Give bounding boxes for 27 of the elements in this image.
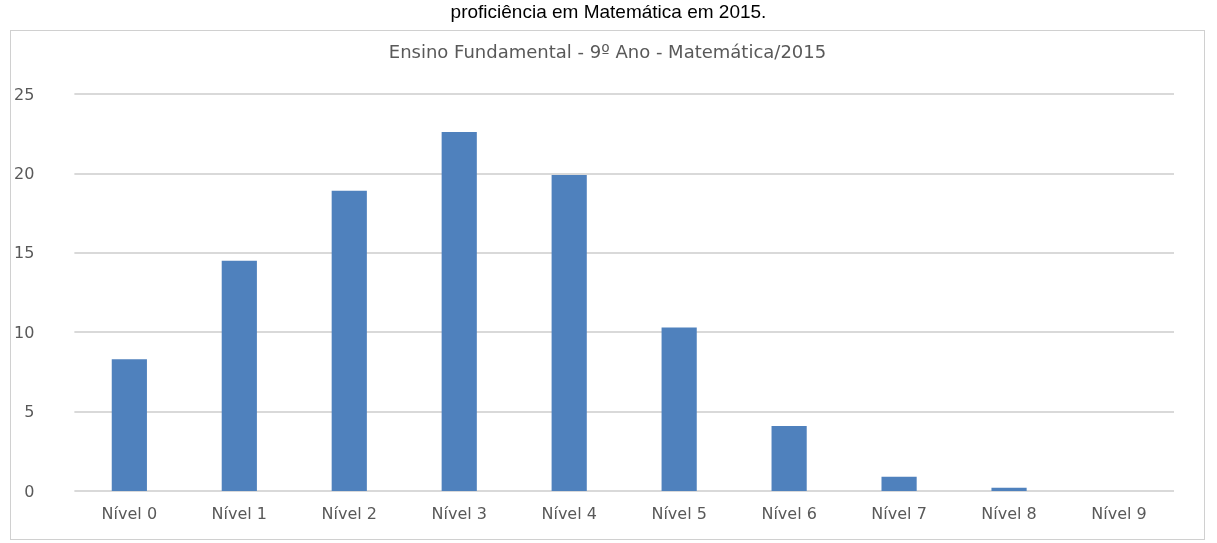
y-tick-label: 5: [24, 402, 35, 422]
text: proficiência em Matemática em 2015.: [449, 0, 768, 24]
y-tick-label: 10: [14, 322, 35, 342]
bar: [881, 476, 917, 491]
x-tick-label: Nível 7: [871, 503, 927, 523]
y-tick-label: 0: [24, 481, 35, 501]
x-tick-label: Nível 0: [101, 503, 158, 523]
bar: [991, 487, 1027, 491]
x-tick-label: Nível 2: [321, 503, 377, 523]
bar: [771, 425, 807, 491]
x-tick-label: Nível 1: [211, 503, 268, 523]
chart-title: Ensino Fundamental - 9º Ano - Matemática/2015: [388, 40, 827, 62]
x-tick-label: Nível 3: [431, 503, 487, 523]
bar: [551, 174, 587, 491]
x-tick-label: Nível 5: [651, 503, 707, 523]
bar: [441, 132, 477, 491]
x-tick-label: Nível 6: [761, 503, 817, 523]
y-tick-label: 25: [14, 84, 35, 104]
x-tick-label: Nível 9: [1091, 503, 1147, 523]
bar: [331, 190, 367, 491]
bar: [661, 327, 697, 491]
y-tick-label: 20: [14, 163, 35, 183]
y-tick-label: 15: [14, 243, 35, 263]
x-tick-label: Nível 8: [981, 503, 1037, 523]
x-tick-label: Nível 4: [541, 503, 597, 523]
bar: [221, 260, 257, 491]
bar: [111, 359, 147, 491]
